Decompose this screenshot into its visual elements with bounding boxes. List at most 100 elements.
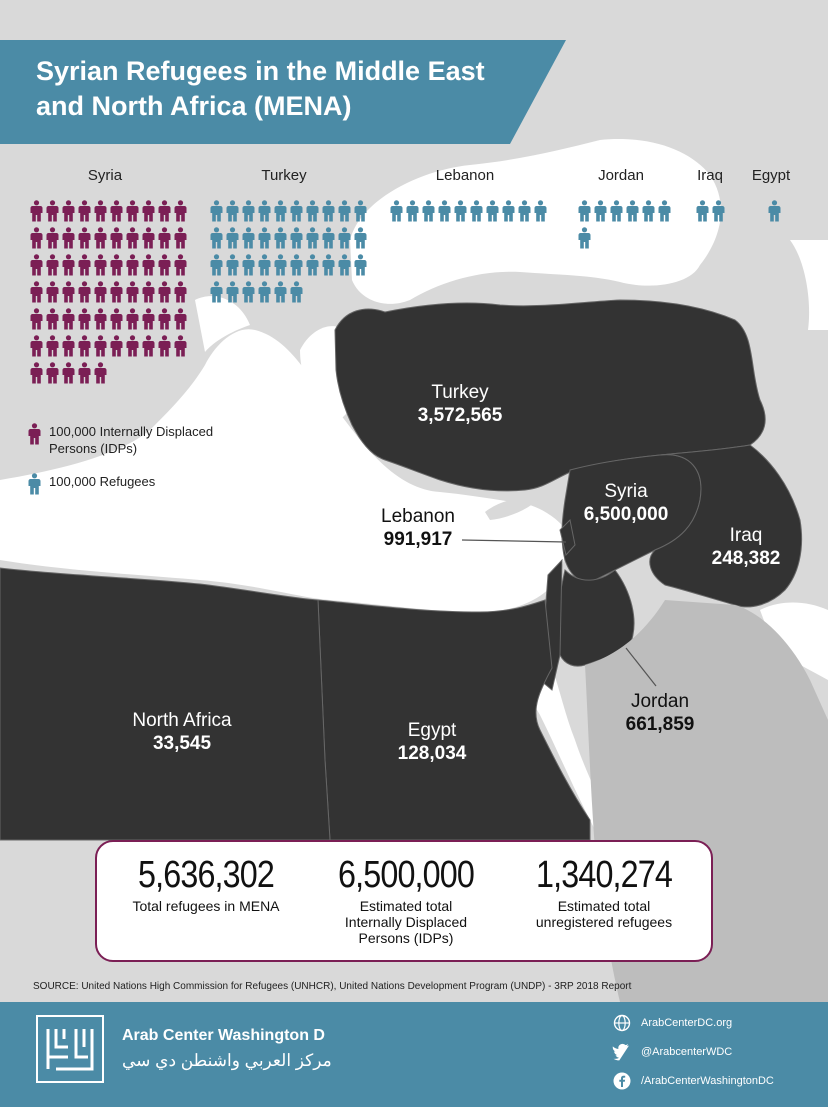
person-unit	[92, 308, 108, 335]
person-unit	[172, 335, 188, 362]
map-label-syria-value: 6,500,000	[583, 504, 669, 525]
person-icon	[126, 227, 138, 249]
person-icon	[62, 200, 74, 222]
person-unit	[352, 200, 368, 227]
person-icon	[94, 308, 106, 330]
person-icon	[354, 227, 366, 249]
stat-idps: 6,500,000 Estimated total Internally Dis…	[311, 854, 501, 946]
person-unit	[224, 254, 240, 281]
person-unit	[256, 227, 272, 254]
person-unit	[108, 335, 124, 362]
person-icon	[242, 227, 254, 249]
person-icon	[30, 200, 42, 222]
person-icon	[126, 254, 138, 276]
person-icon	[290, 281, 302, 303]
person-unit	[140, 281, 156, 308]
map-label-jordan: Jordan 661,859	[600, 690, 720, 736]
person-icon	[110, 335, 122, 357]
person-icon	[78, 335, 90, 357]
person-unit	[92, 335, 108, 362]
person-icon	[518, 200, 530, 222]
person-unit	[240, 254, 256, 281]
person-unit	[60, 308, 76, 335]
stat-total-refugees: 5,636,302 Total refugees in MENA	[111, 854, 301, 914]
person-icon	[274, 281, 286, 303]
title-banner-shape	[0, 40, 566, 144]
person-icon	[46, 254, 58, 276]
footer-bar	[0, 1002, 828, 1107]
person-icon	[62, 362, 74, 384]
person-icon	[306, 227, 318, 249]
person-unit	[640, 200, 656, 227]
person-icon	[46, 200, 58, 222]
person-unit	[156, 200, 172, 227]
person-unit	[44, 200, 60, 227]
person-unit	[624, 200, 640, 227]
person-unit	[304, 200, 320, 227]
person-unit	[710, 200, 726, 227]
page-title: Syrian Refugees in the Middle East and N…	[36, 56, 485, 121]
person-icon	[78, 281, 90, 303]
mena-map	[0, 40, 828, 1002]
person-icon	[78, 362, 90, 384]
person-icon	[174, 308, 186, 330]
person-icon	[210, 254, 222, 276]
person-unit	[156, 335, 172, 362]
person-unit	[60, 362, 76, 389]
person-icon	[322, 200, 334, 222]
caspian-sea	[790, 240, 828, 330]
map-label-iraq-name: Iraq	[729, 525, 763, 546]
person-icon	[768, 200, 780, 222]
person-unit	[352, 254, 368, 281]
person-unit	[140, 335, 156, 362]
logo-mark	[46, 1029, 94, 1071]
person-unit	[60, 200, 76, 227]
person-icon	[158, 335, 170, 357]
pictogram-lebanon-refugees	[388, 200, 548, 227]
person-icon	[28, 423, 41, 445]
pictogram-label-iraq: Iraq	[697, 167, 723, 184]
person-icon	[274, 200, 286, 222]
map-label-lebanon-name: Lebanon	[381, 506, 455, 527]
person-icon	[210, 281, 222, 303]
person-unit	[172, 227, 188, 254]
person-icon	[62, 227, 74, 249]
person-unit	[208, 200, 224, 227]
stat-total-refugees-value: 5,636,302	[137, 854, 275, 896]
person-unit	[28, 254, 44, 281]
person-icon	[158, 281, 170, 303]
person-unit	[320, 254, 336, 281]
person-unit	[320, 200, 336, 227]
map-label-north-africa: North Africa 33,545	[112, 709, 252, 755]
map-label-jordan-name: Jordan	[630, 691, 690, 712]
person-unit	[28, 308, 44, 335]
person-icon	[30, 308, 42, 330]
twitter-link[interactable]: @ArabcenterWDC	[612, 1042, 732, 1062]
facebook-link[interactable]: /ArabCenterWashingtonDC	[612, 1071, 774, 1091]
person-unit	[484, 200, 500, 227]
map-label-syria: Syria 6,500,000	[566, 480, 686, 526]
website-link[interactable]: ArabCenterDC.org	[612, 1013, 732, 1033]
mediterranean-sea	[0, 329, 570, 612]
person-icon	[126, 335, 138, 357]
person-unit	[288, 200, 304, 227]
person-icon	[338, 200, 350, 222]
person-icon	[290, 254, 302, 276]
person-unit	[28, 362, 44, 389]
map-label-turkey-name: Turkey	[431, 382, 489, 403]
pictogram-syria-idps	[28, 200, 188, 389]
person-unit	[388, 200, 404, 227]
person-unit	[60, 254, 76, 281]
person-unit	[28, 200, 44, 227]
person-unit	[92, 281, 108, 308]
person-icon	[158, 200, 170, 222]
person-icon	[30, 281, 42, 303]
person-unit	[208, 227, 224, 254]
person-unit	[240, 227, 256, 254]
persian-gulf	[760, 602, 828, 680]
person-unit	[140, 308, 156, 335]
person-unit	[608, 200, 624, 227]
person-icon	[242, 281, 254, 303]
map-label-jordan-value: 661,859	[625, 714, 695, 735]
person-icon	[94, 227, 106, 249]
